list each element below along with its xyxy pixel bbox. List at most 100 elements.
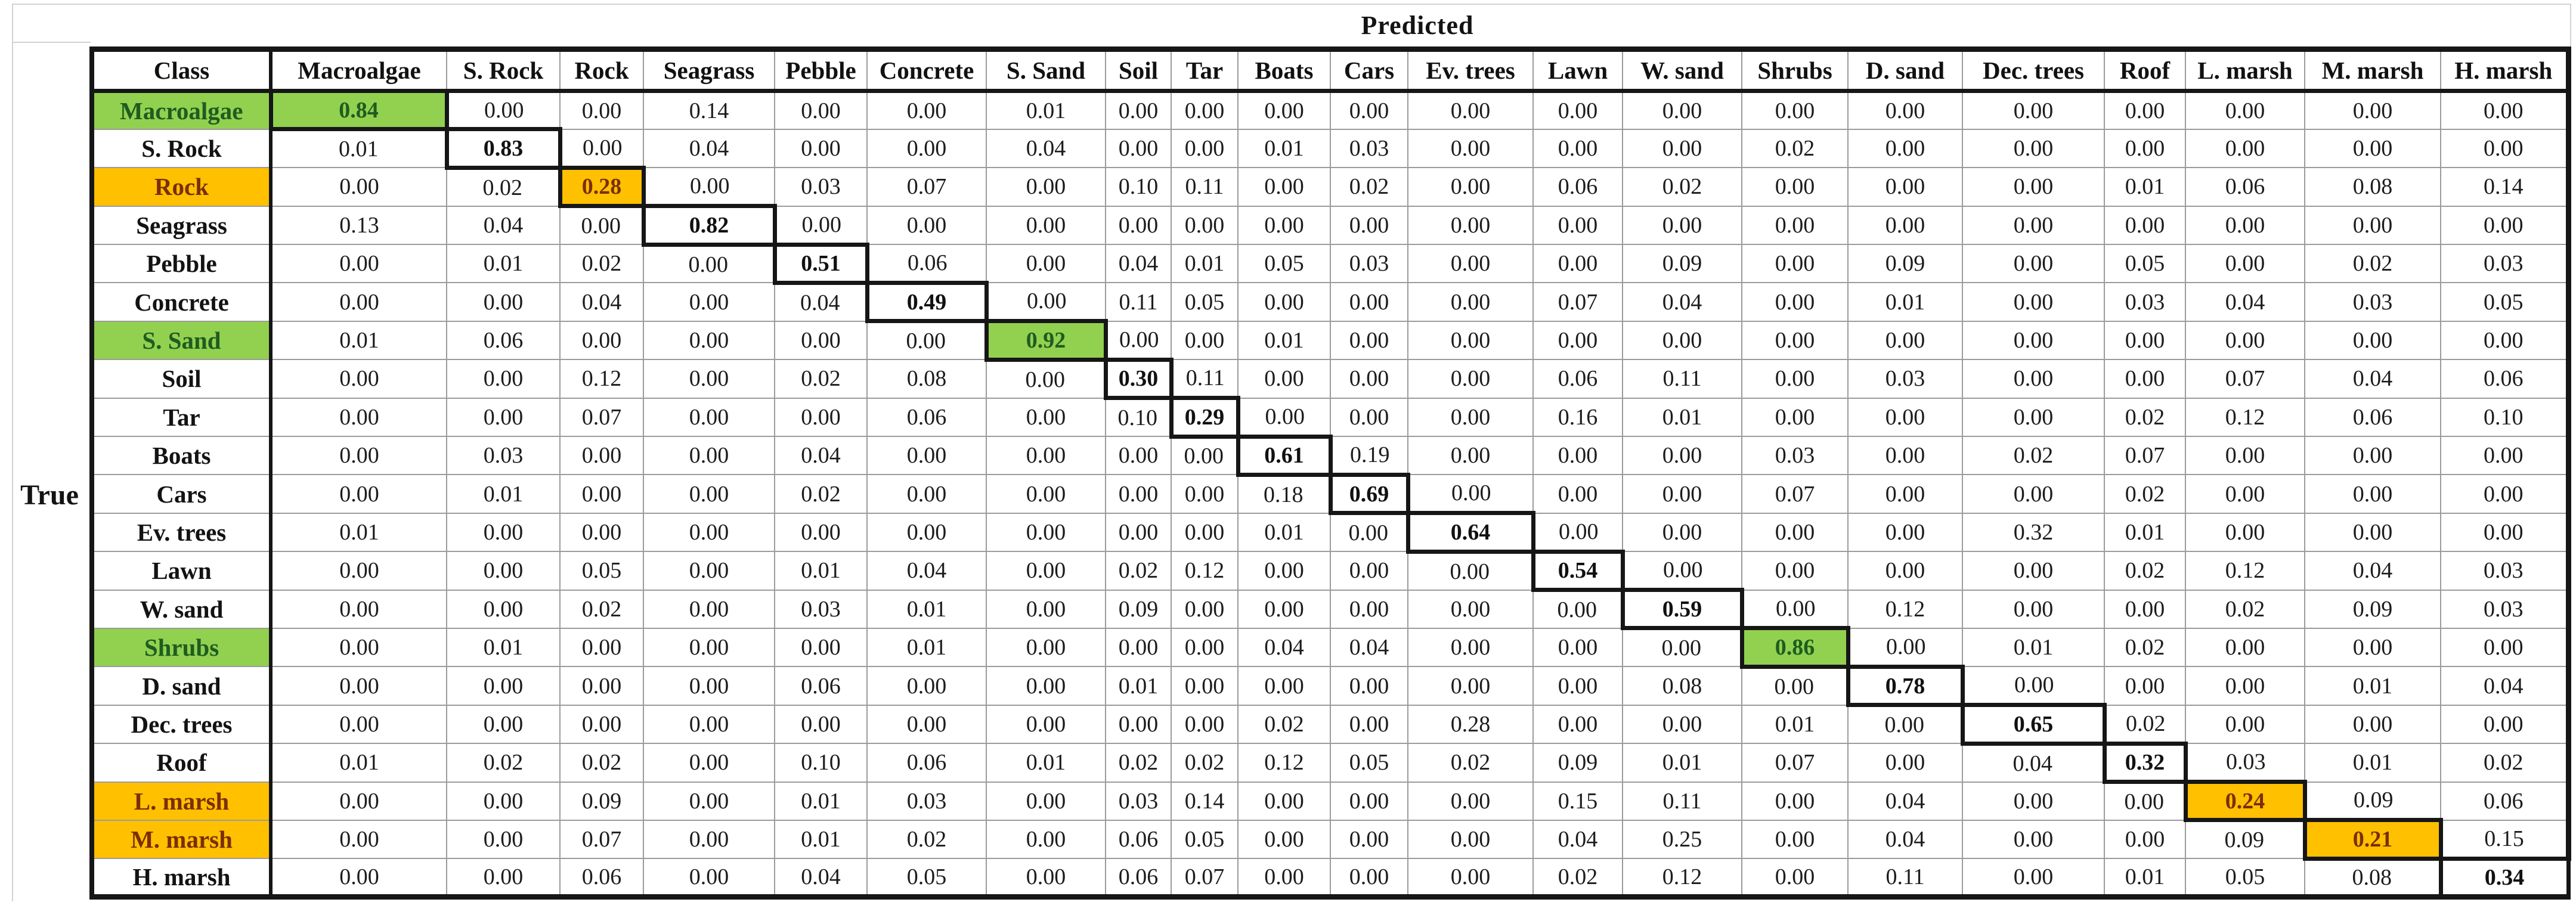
matrix-cell: 0.05 (866, 858, 987, 900)
col-header: Soil (1105, 46, 1172, 93)
matrix-cell: 0.02 (446, 743, 561, 783)
col-header: S. Rock (446, 46, 561, 93)
matrix-cell: 0.09 (2304, 589, 2441, 629)
matrix-cell: 0.00 (1622, 704, 1742, 745)
matrix-cell: 0.07 (2185, 359, 2305, 399)
row-label: Concrete (89, 282, 273, 322)
matrix-cell: 0.01 (774, 551, 868, 591)
matrix-cell: 0.00 (643, 397, 775, 438)
matrix-cell: 0.00 (1407, 90, 1534, 130)
matrix-cell: 0.00 (1622, 90, 1742, 130)
confusion-matrix-table: Class Macroalgae S. Rock Rock Seagrass Pebbl… (89, 46, 2571, 900)
matrix-cell: 0.00 (986, 282, 1106, 322)
matrix-cell: 0.00 (1962, 819, 2105, 860)
col-header: L. marsh (2185, 46, 2305, 93)
matrix-cell: 0.00 (1171, 128, 1239, 169)
diagonal-cell: 0.49 (865, 280, 989, 324)
matrix-cell: 0.00 (446, 819, 561, 860)
matrix-cell: 0.00 (270, 359, 447, 399)
col-header: Roof (2104, 46, 2186, 93)
matrix-cell: 0.00 (1105, 436, 1172, 476)
matrix-cell: 0.00 (643, 359, 775, 399)
matrix-cell: 0.00 (1330, 704, 1408, 745)
row-label: S. Rock (89, 128, 273, 169)
matrix-cell: 0.00 (986, 819, 1106, 860)
matrix-cell: 0.00 (1330, 666, 1408, 706)
matrix-cell: 0.11 (1622, 359, 1742, 399)
matrix-cell: 0.00 (270, 551, 447, 591)
matrix-cell: 0.00 (643, 474, 775, 514)
matrix-cell: 0.00 (643, 589, 775, 629)
matrix-cell: 0.03 (866, 781, 987, 821)
matrix-cell: 0.01 (866, 627, 987, 668)
matrix-cell: 0.00 (2440, 320, 2571, 361)
matrix-cell: 0.06 (1532, 167, 1623, 207)
row-label: Soil (89, 359, 273, 399)
matrix-cell: 0.00 (1847, 205, 1963, 246)
matrix-cell: 0.00 (986, 359, 1106, 399)
matrix-cell: 0.07 (559, 397, 644, 438)
matrix-cell: 0.00 (1532, 244, 1623, 284)
matrix-cell: 0.04 (559, 282, 644, 322)
matrix-cell: 0.09 (1622, 244, 1742, 284)
matrix-cell: 0.05 (1171, 282, 1239, 322)
matrix-cell: 0.10 (774, 743, 868, 783)
matrix-cell: 0.01 (270, 743, 447, 783)
matrix-cell: 0.00 (866, 320, 987, 361)
matrix-cell: 0.00 (1962, 474, 2105, 514)
matrix-cell: 0.09 (2185, 819, 2305, 860)
diagonal-cell: 0.32 (2102, 741, 2188, 785)
matrix-cell: 0.00 (866, 90, 987, 130)
matrix-cell: 0.00 (2304, 474, 2441, 514)
matrix-cell: 0.00 (1237, 282, 1331, 322)
table-row: H. marsh 0.00 0.00 0.06 0.00 0.04 0.05 0.00 0.06… (89, 856, 2571, 900)
matrix-cell: 0.00 (559, 474, 644, 514)
matrix-cell: 0.00 (986, 397, 1106, 438)
matrix-cell: 0.00 (774, 320, 868, 361)
matrix-cell: 0.02 (2104, 627, 2186, 668)
matrix-cell: 0.01 (774, 781, 868, 821)
matrix-cell: 0.18 (1237, 474, 1331, 514)
matrix-cell: 0.00 (2104, 781, 2186, 821)
matrix-cell: 0.00 (270, 589, 447, 629)
diagonal-cell: 0.54 (1531, 549, 1625, 593)
matrix-cell: 0.00 (2304, 436, 2441, 476)
matrix-cell: 0.07 (1532, 282, 1623, 322)
matrix-cell: 0.02 (2185, 589, 2305, 629)
header-row: Class Macroalgae S. Rock Rock Seagrass Pebbl… (89, 46, 2571, 93)
matrix-cell: 0.00 (1237, 666, 1331, 706)
matrix-cell: 0.00 (774, 512, 868, 553)
matrix-cell: 0.01 (1237, 512, 1331, 553)
matrix-cell: 0.00 (866, 205, 987, 246)
matrix-cell: 0.07 (866, 167, 987, 207)
matrix-cell: 0.11 (1622, 781, 1742, 821)
matrix-cell: 0.00 (1741, 551, 1849, 591)
table-row: Tar 0.00 0.00 0.07 0.00 0.00 0.06 0.00 0.10 0.29 0… (89, 396, 2571, 439)
matrix-cell: 0.00 (2440, 128, 2571, 169)
matrix-cell: 0.00 (270, 819, 447, 860)
matrix-cell: 0.06 (2185, 167, 2305, 207)
matrix-cell: 0.00 (986, 627, 1106, 668)
matrix-cell: 0.00 (986, 436, 1106, 476)
matrix-cell: 0.02 (2440, 743, 2571, 783)
matrix-cell: 0.00 (2440, 704, 2571, 745)
table-row: S. Sand 0.01 0.06 0.00 0.00 0.00 0.00 0.92 0.00 0… (89, 319, 2571, 362)
matrix-cell: 0.00 (643, 704, 775, 745)
matrix-cell: 0.00 (2440, 436, 2571, 476)
table-row: M. marsh 0.00 0.00 0.07 0.00 0.01 0.02 0.00 0.06… (89, 818, 2571, 861)
matrix-cell: 0.00 (2104, 205, 2186, 246)
matrix-cell: 0.02 (559, 244, 644, 284)
matrix-cell: 0.00 (1407, 282, 1534, 322)
matrix-cell: 0.07 (2104, 436, 2186, 476)
matrix-cell: 0.07 (559, 819, 644, 860)
matrix-cell: 0.00 (986, 704, 1106, 745)
matrix-cell: 0.00 (1622, 474, 1742, 514)
matrix-cell: 0.00 (1407, 128, 1534, 169)
matrix-cell: 0.00 (1532, 90, 1623, 130)
matrix-cell: 0.00 (1962, 589, 2105, 629)
col-header: Boats (1237, 46, 1331, 93)
matrix-cell: 0.00 (1237, 551, 1331, 591)
matrix-cell: 0.00 (1171, 512, 1239, 553)
matrix-cell: 0.00 (1741, 90, 1849, 130)
matrix-cell: 0.00 (1171, 474, 1239, 514)
